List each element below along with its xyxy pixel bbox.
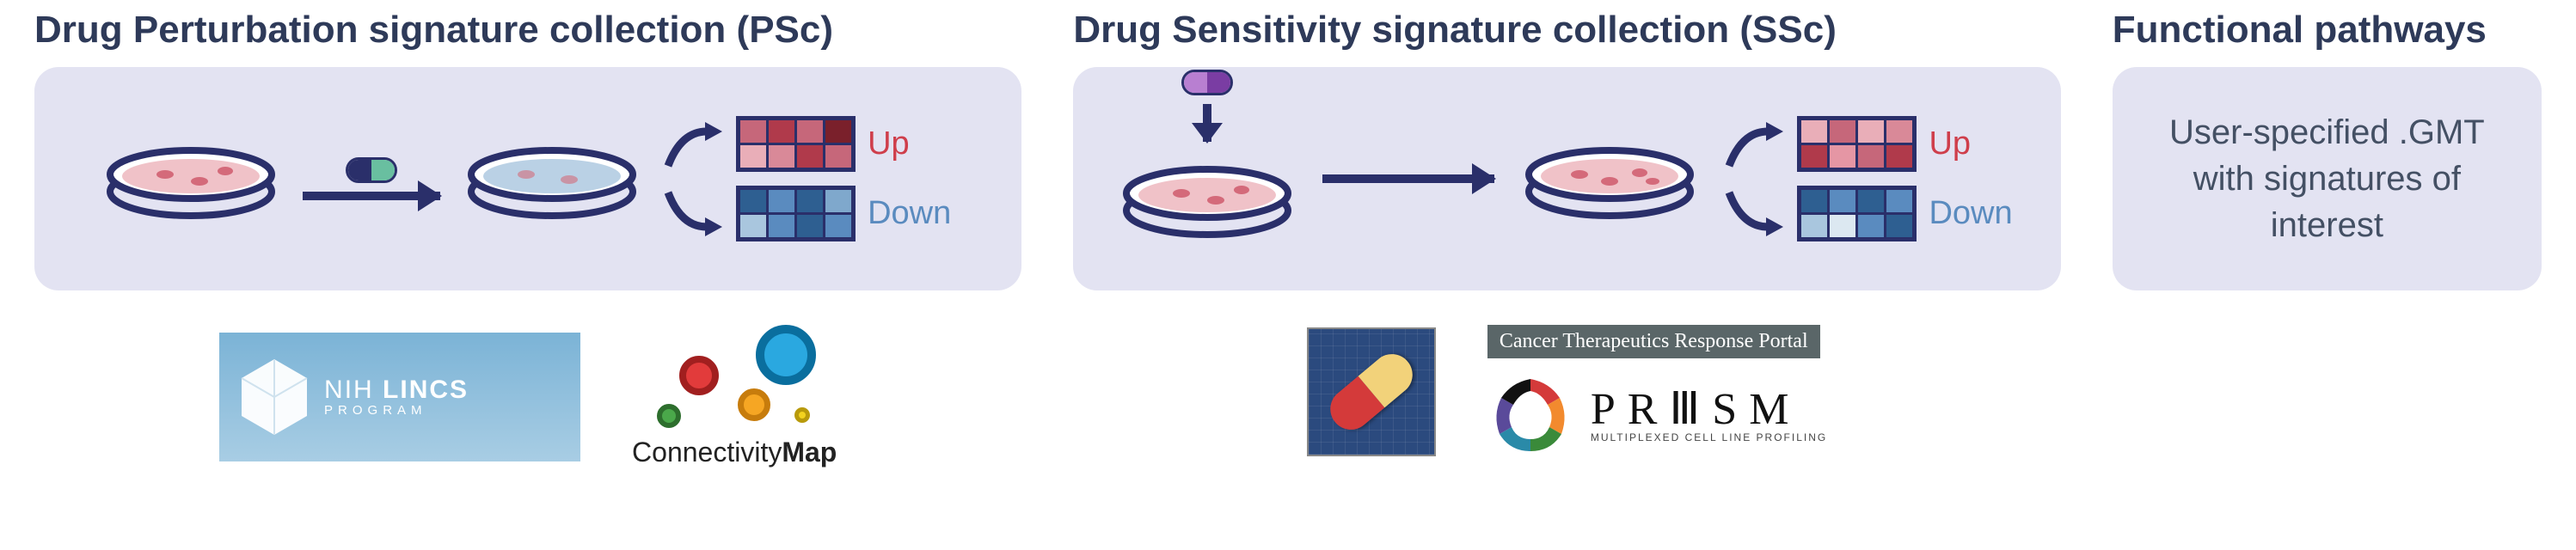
up-signature-row: Up — [1725, 116, 2012, 172]
pathways-column: Functional pathways User-specified .GMT … — [2113, 9, 2542, 468]
lincs-logo: NIH LINCS PROGRAM — [219, 333, 580, 461]
lincs-program: PROGRAM — [324, 404, 469, 419]
ssc-panel: Up Down — [1073, 67, 2060, 290]
drug-db-logo — [1307, 327, 1436, 456]
pathways-title: Functional pathways — [2113, 9, 2542, 52]
down-signature-row: Down — [664, 186, 951, 241]
prism-text: PRⅢSM MULTIPLEXED CELL LINE PROFILING — [1591, 388, 1827, 443]
arrow-up-right-icon — [1725, 119, 1785, 170]
arrow-down-right-icon — [1725, 188, 1785, 240]
down-label: Down — [868, 195, 951, 232]
petri-dish-treated-icon — [466, 131, 638, 226]
pathways-subtext: User-specified .GMT with signatures of i… — [2169, 109, 2485, 248]
signature-output: Up Down — [1725, 116, 2012, 241]
dish-with-drug — [1121, 113, 1293, 245]
arrow-down-icon — [1203, 104, 1211, 142]
pill-icon — [346, 157, 397, 183]
prism-subtitle: MULTIPLEXED CELL LINE PROFILING — [1591, 432, 1827, 443]
petri-dish-icon — [1524, 131, 1696, 226]
ssc-logos: Cancer Therapeutics Response Portal PRⅢS… — [1073, 325, 2060, 458]
arrow-right-icon — [1322, 174, 1494, 183]
psc-panel: Up Down — [34, 67, 1021, 290]
down-gene-grid — [1797, 186, 1917, 241]
pathways-panel: User-specified .GMT with signatures of i… — [2113, 67, 2542, 290]
psc-logos: NIH LINCS PROGRAM ConnectivityMap — [34, 325, 1021, 468]
arrow-down-right-icon — [664, 188, 724, 240]
lincs-nih: NIH — [324, 376, 383, 404]
ssc-panel-inner: Up Down — [1121, 113, 2012, 245]
ssc-column: Drug Sensitivity signature collection (S… — [1073, 9, 2060, 468]
hexagon-icon — [240, 358, 309, 437]
down-label: Down — [1929, 195, 2012, 232]
pill-icon — [1181, 70, 1233, 95]
up-label: Up — [1929, 125, 1971, 162]
prism-ring-icon — [1487, 372, 1573, 458]
up-label: Up — [868, 125, 910, 162]
up-gene-grid — [736, 116, 856, 172]
arrow-with-pill — [303, 157, 440, 200]
capsule-icon — [1322, 345, 1420, 437]
ssc-title: Drug Sensitivity signature collection (S… — [1073, 9, 2060, 52]
diagram-row: Drug Perturbation signature collection (… — [34, 9, 2542, 468]
signature-output: Up Down — [664, 116, 951, 241]
prism-logo: PRⅢSM MULTIPLEXED CELL LINE PROFILING — [1487, 372, 1827, 458]
psc-column: Drug Perturbation signature collection (… — [34, 9, 1021, 468]
ctrp-logo: Cancer Therapeutics Response Portal — [1487, 325, 1820, 358]
cmap-label: ConnectivityMap — [632, 437, 837, 468]
psc-title: Drug Perturbation signature collection (… — [34, 9, 1021, 52]
up-gene-grid — [1797, 116, 1917, 172]
down-signature-row: Down — [1725, 186, 2012, 241]
connectivity-map-logo: ConnectivityMap — [632, 325, 837, 468]
cmap-circles-icon — [640, 325, 829, 437]
petri-dish-icon — [105, 131, 277, 226]
petri-dish-icon — [1121, 150, 1293, 245]
down-gene-grid — [736, 186, 856, 241]
lincs-text: NIH LINCS PROGRAM — [324, 376, 469, 419]
up-signature-row: Up — [664, 116, 951, 172]
arrow-right-icon — [303, 192, 440, 200]
arrow-up-right-icon — [664, 119, 724, 170]
lincs-name: LINCS — [383, 376, 469, 404]
psc-panel-inner: Up Down — [105, 116, 951, 241]
prism-name: PRⅢSM — [1591, 388, 1827, 432]
ctrp-prism-logos: Cancer Therapeutics Response Portal PRⅢS… — [1487, 325, 1827, 458]
